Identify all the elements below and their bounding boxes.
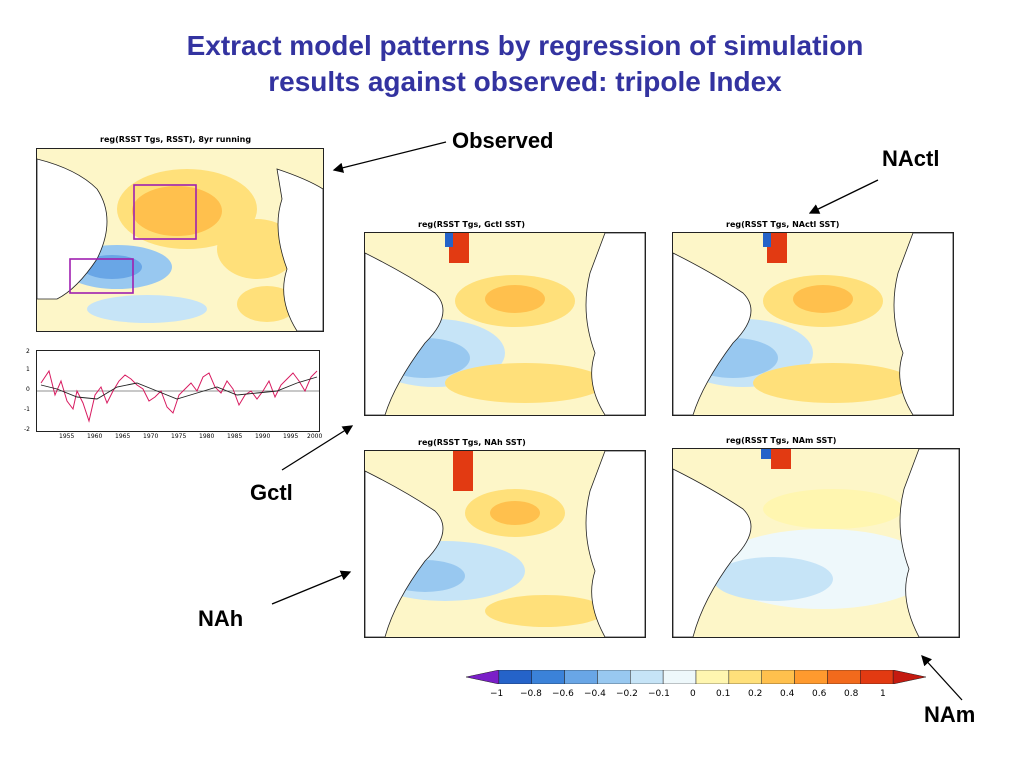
nactl-map-title: reg(RSST Tgs, NActl SST) bbox=[726, 220, 840, 229]
colorbar-swatch bbox=[662, 669, 697, 685]
timeseries-y-axis: 2 1 0 -1 -2 bbox=[24, 348, 34, 434]
y-tick: -2 bbox=[24, 426, 30, 433]
nactl-map bbox=[672, 232, 954, 416]
timeseries-plot bbox=[37, 369, 319, 423]
colorbar-swatch bbox=[761, 669, 795, 685]
x-tick: 1980 bbox=[199, 433, 215, 440]
colorbar-swatch bbox=[564, 669, 598, 685]
y-tick: 2 bbox=[26, 348, 30, 355]
colorbar-tick: 0.6 bbox=[812, 689, 827, 699]
arrow-nam bbox=[921, 655, 963, 701]
nah-map bbox=[364, 450, 646, 638]
gctl-map-field bbox=[365, 233, 645, 415]
observed-map-title: reg(RSST Tgs, RSST), 8yr running bbox=[100, 135, 252, 144]
x-tick: 1965 bbox=[115, 433, 131, 440]
x-tick: 1990 bbox=[255, 433, 271, 440]
x-tick: 1970 bbox=[143, 433, 159, 440]
colorbar-tick: −0.1 bbox=[648, 689, 670, 699]
x-tick: 1975 bbox=[171, 433, 187, 440]
x-tick: 1985 bbox=[227, 433, 243, 440]
observed-map bbox=[36, 148, 324, 332]
colorbar-swatch bbox=[630, 669, 664, 685]
x-tick: 2000 bbox=[307, 433, 323, 440]
y-tick: -1 bbox=[24, 406, 30, 413]
colorbar-tick: 0.8 bbox=[844, 689, 859, 699]
colorbar-swatch bbox=[465, 669, 500, 685]
colorbar-tick: −1 bbox=[490, 689, 504, 699]
x-tick: 1960 bbox=[87, 433, 103, 440]
arrow-nactl bbox=[808, 179, 879, 214]
gctl-map bbox=[364, 232, 646, 416]
nam-map-field bbox=[673, 449, 959, 637]
colorbar-tick: 1 bbox=[880, 689, 886, 699]
nam-map-title: reg(RSST Tgs, NAm SST) bbox=[726, 436, 837, 445]
gctl-map-title: reg(RSST Tgs, Gctl SST) bbox=[418, 220, 526, 229]
title-line-2: results against observed: tripole Index bbox=[268, 66, 782, 97]
colorbar-tick: 0.1 bbox=[716, 689, 731, 699]
colorbar-tick: −0.6 bbox=[552, 689, 574, 699]
colorbar-tick: 0 bbox=[690, 689, 696, 699]
colorbar-swatch bbox=[860, 669, 894, 685]
colorbar-swatch bbox=[892, 669, 927, 685]
y-tick: 1 bbox=[26, 366, 30, 373]
colorbar: −1 −0.8 −0.6 −0.4 −0.2 −0.1 0 0.1 0.2 0.… bbox=[465, 669, 927, 701]
label-gctl: Gctl bbox=[250, 480, 293, 505]
observed-map-field bbox=[37, 149, 323, 331]
nah-map-title: reg(RSST Tgs, NAh SST) bbox=[418, 438, 526, 447]
title-line-1: Extract model patterns by regression of … bbox=[186, 30, 864, 61]
nah-map-field bbox=[365, 451, 645, 637]
colorbar-swatch bbox=[827, 669, 861, 685]
colorbar-tick: −0.8 bbox=[520, 689, 542, 699]
colorbar-ticks: −1 −0.8 −0.6 −0.4 −0.2 −0.1 0 0.1 0.2 0.… bbox=[466, 689, 926, 701]
arrow-observed bbox=[332, 141, 447, 173]
arrow-nah bbox=[271, 570, 352, 605]
slide-title: Extract model patterns by regression of … bbox=[60, 28, 990, 100]
colorbar-tick: 0.4 bbox=[780, 689, 795, 699]
x-tick: 1995 bbox=[283, 433, 299, 440]
label-nactl: NActl bbox=[882, 146, 940, 171]
label-observed: Observed bbox=[452, 128, 554, 153]
colorbar-tick: −0.2 bbox=[616, 689, 638, 699]
colorbar-tick: 0.2 bbox=[748, 689, 763, 699]
colorbar-swatch bbox=[597, 669, 631, 685]
colorbar-swatch bbox=[728, 669, 762, 685]
label-nam: NAm bbox=[924, 702, 976, 727]
y-tick: 0 bbox=[26, 386, 30, 393]
colorbar-swatch bbox=[794, 669, 828, 685]
colorbar-swatches bbox=[465, 669, 927, 685]
nactl-map-field bbox=[673, 233, 953, 415]
tripole-index-timeseries: 1955 1960 1965 1970 1975 1980 1985 1990 … bbox=[36, 350, 322, 440]
colorbar-tick: −0.4 bbox=[584, 689, 606, 699]
nam-map bbox=[672, 448, 960, 638]
colorbar-swatch bbox=[531, 669, 565, 685]
colorbar-swatch bbox=[695, 669, 730, 685]
x-tick: 1955 bbox=[59, 433, 75, 440]
label-nah: NAh bbox=[198, 606, 244, 631]
colorbar-swatch bbox=[498, 669, 532, 685]
